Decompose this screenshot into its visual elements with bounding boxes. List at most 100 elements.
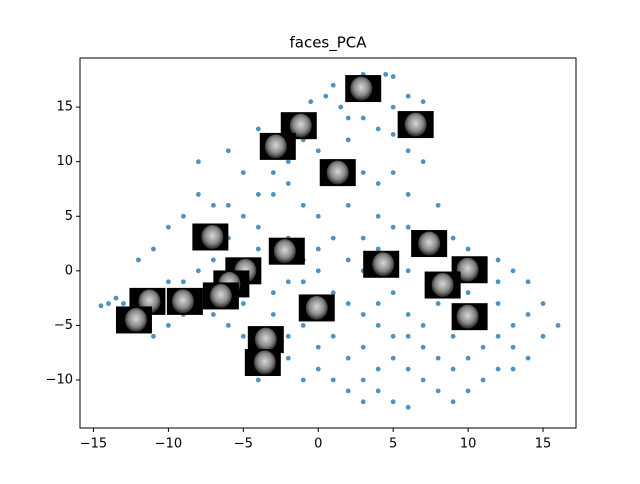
face-thumbnail (319, 159, 356, 187)
point (450, 399, 456, 405)
face-thumbnail (268, 237, 305, 265)
point (121, 301, 126, 306)
point (113, 295, 119, 301)
point (390, 132, 396, 137)
point (450, 333, 456, 339)
point (300, 202, 306, 208)
point (405, 333, 411, 339)
thumbnail-face (305, 295, 328, 320)
y-tick-label: 5 (65, 209, 73, 224)
point (495, 333, 501, 339)
point (405, 404, 411, 410)
thumbnail-face (273, 239, 296, 264)
point (225, 148, 231, 154)
point (375, 366, 381, 372)
thumbnail-face (372, 252, 395, 277)
plot-frame (79, 57, 577, 429)
thumbnail-face (171, 289, 194, 314)
point (210, 312, 216, 317)
face-thumbnail (363, 250, 400, 278)
face-thumbnail (192, 223, 229, 251)
point (540, 333, 546, 339)
thumbnail-face (350, 76, 373, 101)
thumbnail-face (124, 307, 147, 332)
face-thumbnail (247, 326, 284, 354)
thumbnail-face (431, 273, 454, 298)
face-thumbnail (411, 230, 448, 258)
face-thumbnail (166, 287, 203, 315)
point (420, 99, 426, 105)
thumbnail-face (404, 112, 427, 137)
point (510, 268, 516, 274)
point (510, 366, 516, 372)
point (383, 71, 389, 77)
point (151, 333, 156, 339)
point (225, 202, 231, 208)
point (390, 170, 396, 176)
point (225, 323, 231, 328)
point (166, 279, 171, 285)
point (405, 366, 411, 372)
point (465, 355, 471, 361)
point (330, 377, 336, 383)
point (345, 355, 351, 361)
point (450, 366, 456, 372)
y-tick-label: 15 (56, 100, 73, 115)
point (420, 159, 426, 165)
face-thumbnail (424, 271, 461, 299)
point (435, 355, 441, 361)
point (315, 246, 321, 252)
thumbnail-face (209, 283, 232, 308)
point (435, 202, 441, 208)
point (480, 377, 486, 383)
point (495, 279, 501, 285)
point (360, 235, 366, 241)
point (300, 323, 306, 328)
point (525, 279, 531, 285)
point (195, 268, 201, 274)
point (390, 224, 396, 230)
point (330, 235, 336, 241)
thumbnail-face (264, 134, 287, 159)
point (255, 192, 261, 197)
point (345, 257, 351, 263)
point (210, 202, 216, 208)
face-thumbnail (259, 132, 296, 160)
thumbnail-face (254, 327, 277, 352)
point (390, 399, 396, 405)
point (255, 126, 261, 132)
point (240, 170, 246, 176)
x-tick-label: 15 (535, 437, 552, 452)
y-tick-label: −10 (46, 372, 73, 387)
point (390, 355, 396, 361)
point (255, 377, 261, 383)
thumbnail-face (253, 350, 276, 375)
point (98, 303, 104, 309)
point (375, 213, 381, 219)
point (390, 290, 396, 296)
point (345, 137, 351, 143)
point (375, 126, 381, 132)
face-thumbnail (451, 303, 488, 331)
y-tick-label: 0 (65, 263, 73, 278)
face-thumbnail (202, 282, 239, 310)
point (166, 224, 171, 230)
point (420, 323, 426, 328)
point (420, 377, 426, 383)
point (465, 246, 471, 252)
point (375, 388, 381, 394)
y-tick-label: 10 (56, 154, 73, 169)
point (360, 115, 366, 121)
thumbnail-face (289, 113, 312, 138)
point (300, 279, 306, 285)
point (330, 333, 336, 339)
point (420, 344, 426, 350)
point (345, 388, 351, 394)
point (270, 192, 276, 197)
point (210, 257, 216, 263)
point (300, 377, 306, 383)
point (323, 93, 329, 99)
point (435, 301, 441, 306)
thumbnail-face (456, 304, 479, 329)
